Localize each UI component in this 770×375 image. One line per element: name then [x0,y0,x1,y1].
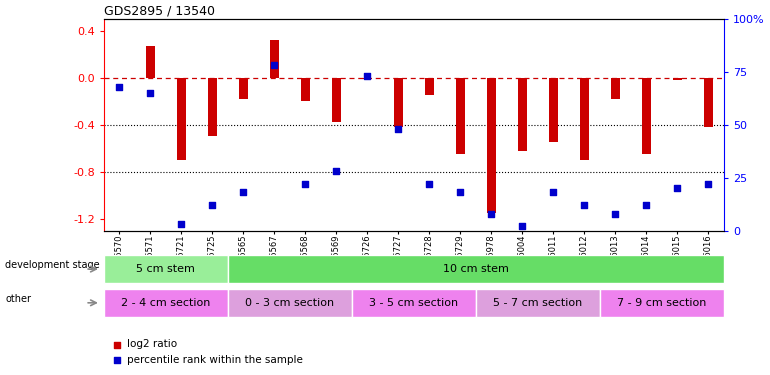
Text: GDS2895 / 13540: GDS2895 / 13540 [104,4,215,18]
Text: 7 - 9 cm section: 7 - 9 cm section [617,298,707,308]
Bar [208,78,217,136]
Point [361,73,373,79]
Text: 0 - 3 cm section: 0 - 3 cm section [246,298,334,308]
Bar [239,78,248,99]
Point [176,221,188,227]
Text: development stage: development stage [5,260,100,270]
Text: 5 - 7 cm section: 5 - 7 cm section [494,298,582,308]
Point [454,189,467,195]
Bar [104,289,228,317]
Bar [228,289,352,317]
Point [640,202,652,208]
Point [237,189,249,195]
Bar [673,78,682,80]
Point [578,202,591,208]
Bar [600,289,724,317]
Bar [393,78,403,127]
Bar [228,255,724,283]
Bar [352,289,476,317]
Text: 10 cm stem: 10 cm stem [443,264,509,274]
Point [516,224,528,230]
Point [609,211,621,217]
Point [702,181,715,187]
Text: 5 cm stem: 5 cm stem [136,264,196,274]
Bar [270,40,279,78]
Bar [641,78,651,154]
Bar [301,78,310,101]
Legend: log2 ratio, percentile rank within the sample: log2 ratio, percentile rank within the s… [109,335,307,369]
Point [424,181,436,187]
Point [392,126,404,132]
Point [300,181,312,187]
Point [206,202,219,208]
Point [113,84,126,90]
Bar [363,78,372,79]
Point [144,90,156,96]
Bar [580,78,589,160]
Point [268,62,280,68]
Bar [476,289,600,317]
Bar [332,78,341,122]
Bar [517,78,527,151]
Text: 3 - 5 cm section: 3 - 5 cm section [370,298,458,308]
Text: other: other [5,294,32,304]
Bar [456,78,465,154]
Bar [704,78,713,127]
Bar [425,78,434,95]
Bar [104,255,228,283]
Bar [487,78,496,213]
Text: 2 - 4 cm section: 2 - 4 cm section [121,298,211,308]
Point [485,211,497,217]
Bar [177,78,186,160]
Point [330,168,343,174]
Point [671,185,684,191]
Bar [611,78,620,99]
Bar [146,46,155,78]
Bar [549,78,558,142]
Point [547,189,560,195]
